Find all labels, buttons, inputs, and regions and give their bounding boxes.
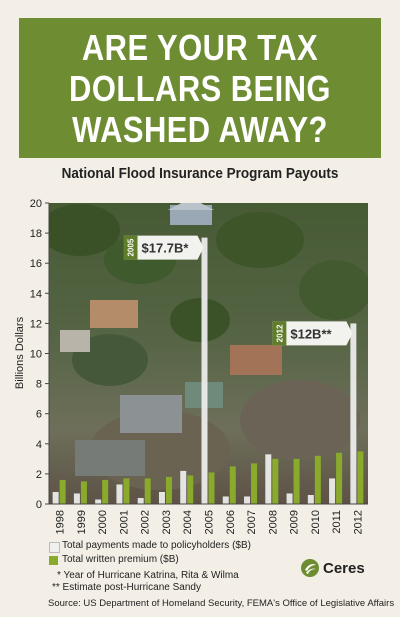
callout-year-label: 2012 bbox=[275, 324, 284, 342]
x-tick-label: 1999 bbox=[76, 510, 88, 534]
headline-banner: ARE YOUR TAX DOLLARS BEING WASHED AWAY? bbox=[19, 18, 381, 158]
x-tick-label: 1998 bbox=[55, 510, 67, 534]
y-tick-label: 16 bbox=[30, 258, 42, 270]
legend-premium: Total written premium ($B) bbox=[62, 554, 179, 565]
payments-bar-2010 bbox=[307, 494, 314, 504]
x-axis: 1998 1999 2000 2001 2002 2003 2004 2005 2006 2007… bbox=[49, 503, 368, 534]
y-tick-label: 10 bbox=[30, 349, 42, 361]
premium-bar-1998 bbox=[59, 479, 66, 504]
payments-bar-2003 bbox=[158, 491, 165, 504]
payments-bar-2008 bbox=[265, 454, 272, 504]
x-tick-label: 2004 bbox=[182, 510, 194, 534]
x-tick-label: 2001 bbox=[118, 510, 130, 534]
callout-year-label: 2005 bbox=[127, 238, 136, 256]
y-tick-label: 6 bbox=[36, 409, 42, 421]
x-tick-label: 2009 bbox=[289, 510, 301, 534]
premium-bar-2000 bbox=[102, 479, 109, 504]
y-tick-label: 18 bbox=[30, 228, 42, 240]
headline-line-2: DOLLARS BEING bbox=[69, 68, 331, 109]
payments-bar-1999 bbox=[73, 493, 80, 504]
x-tick-label: 2012 bbox=[352, 510, 364, 534]
ceres-logo-mark bbox=[301, 559, 319, 577]
ceres-logo: Ceres bbox=[301, 559, 365, 577]
x-tick-label: 2010 bbox=[310, 510, 322, 534]
callout-box bbox=[123, 235, 204, 260]
premium-bar-2009 bbox=[293, 458, 300, 504]
x-tick-label: 2008 bbox=[267, 510, 279, 534]
payments-bar-2004 bbox=[180, 470, 187, 504]
source-note: Source: US Department of Homeland Securi… bbox=[48, 598, 395, 609]
y-axis: 0 2 4 6 8 10 12 14 16 18 20 bbox=[30, 198, 50, 511]
x-tick-label: 2005 bbox=[204, 510, 216, 534]
callout-value-label: $12B** bbox=[290, 326, 332, 341]
legend-swatch-payments bbox=[49, 542, 60, 553]
x-tick-label: 2003 bbox=[161, 510, 173, 534]
legend-swatch-premium bbox=[49, 556, 58, 565]
payments-bar-2012 bbox=[350, 323, 357, 504]
y-tick-label: 0 bbox=[36, 499, 42, 511]
y-tick-label: 8 bbox=[36, 379, 42, 391]
premium-bar-2005 bbox=[208, 472, 215, 504]
note-sandy: ** Estimate post-Hurricane Sandy bbox=[52, 582, 201, 593]
bar-series bbox=[52, 237, 364, 505]
x-tick-label: 2011 bbox=[331, 510, 343, 534]
y-tick-label: 20 bbox=[30, 198, 42, 210]
premium-bar-2012 bbox=[357, 451, 364, 504]
payments-bar-2011 bbox=[329, 478, 336, 504]
premium-bar-2003 bbox=[165, 476, 172, 504]
premium-bar-1999 bbox=[80, 481, 87, 504]
premium-bar-2010 bbox=[314, 455, 321, 504]
headline-line-3: WASHED AWAY? bbox=[72, 109, 328, 150]
premium-bar-2002 bbox=[144, 478, 151, 504]
premium-bar-2006 bbox=[229, 466, 236, 504]
note-katrina: * Year of Hurricane Katrina, Rita & Wilm… bbox=[57, 570, 239, 581]
payments-bar-2009 bbox=[286, 493, 293, 504]
x-tick-label: 2006 bbox=[225, 510, 237, 534]
payments-bar-2002 bbox=[137, 497, 144, 504]
headline-line-1: ARE YOUR TAX bbox=[81, 27, 319, 68]
x-tick-label: 2000 bbox=[97, 510, 109, 534]
callout-value-label: $17.7B* bbox=[142, 241, 190, 256]
legend-payments: Total payments made to policyholders ($B… bbox=[62, 540, 251, 551]
callout-2012: 2012 $12B** bbox=[272, 321, 353, 346]
callout-year-tab bbox=[123, 235, 138, 260]
premium-bar-2004 bbox=[187, 475, 194, 504]
premium-bar-2007 bbox=[251, 463, 258, 504]
premium-bar-2001 bbox=[123, 478, 130, 504]
payments-bar-2007 bbox=[244, 496, 251, 504]
y-tick-label: 14 bbox=[30, 288, 42, 300]
payments-bar-2000 bbox=[95, 499, 102, 504]
callout-box bbox=[272, 321, 353, 346]
x-tick-label: 2002 bbox=[140, 510, 152, 534]
callout-2005: 2005 $17.7B* bbox=[123, 235, 204, 260]
payments-bar-1998 bbox=[52, 491, 59, 504]
callout-year-tab bbox=[272, 321, 287, 346]
chart-title: National Flood Insurance Program Payouts bbox=[61, 165, 339, 182]
y-tick-label: 4 bbox=[36, 439, 42, 451]
payments-bar-2005 bbox=[201, 237, 208, 505]
y-axis-label: Billions Dollars bbox=[14, 316, 26, 389]
flood-photo-background bbox=[49, 203, 368, 504]
premium-bar-2008 bbox=[272, 458, 279, 504]
payouts-chart: 0 2 4 6 8 10 12 14 16 18 20 1998 1999 2000 2001 2002 20… bbox=[14, 198, 368, 534]
y-tick-label: 12 bbox=[30, 318, 42, 330]
ceres-logo-text: Ceres bbox=[323, 560, 365, 577]
payments-bar-2006 bbox=[222, 496, 229, 504]
y-tick-label: 2 bbox=[36, 469, 42, 481]
x-tick-label: 2007 bbox=[246, 510, 258, 534]
premium-bar-2011 bbox=[336, 452, 343, 504]
chart-annotations: 2005 $17.7B* 2012 $12B** bbox=[123, 235, 353, 346]
payments-bar-2001 bbox=[116, 484, 123, 504]
